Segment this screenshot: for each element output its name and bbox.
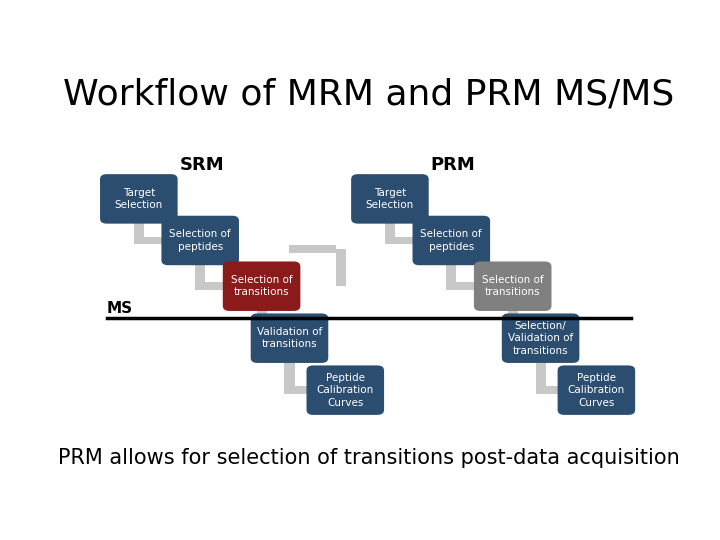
Polygon shape: [230, 279, 243, 294]
FancyBboxPatch shape: [307, 366, 384, 415]
Bar: [134, 237, 168, 244]
Text: Validation of
transitions: Validation of transitions: [257, 327, 322, 349]
FancyBboxPatch shape: [161, 216, 239, 265]
Text: Target
Selection: Target Selection: [366, 188, 414, 210]
Text: Selection of
transitions: Selection of transitions: [231, 275, 292, 298]
Polygon shape: [508, 331, 523, 346]
Polygon shape: [313, 383, 327, 397]
Bar: [536, 358, 546, 390]
Polygon shape: [279, 279, 294, 294]
FancyBboxPatch shape: [413, 216, 490, 265]
Text: Peptide
Calibration
Curves: Peptide Calibration Curves: [317, 373, 374, 408]
Text: PRM allows for selection of transitions post-data acquisition: PRM allows for selection of transitions …: [58, 448, 680, 468]
Polygon shape: [419, 233, 433, 248]
FancyBboxPatch shape: [474, 261, 552, 311]
FancyBboxPatch shape: [502, 313, 580, 363]
Text: Workflow of MRM and PRM MS/MS: Workflow of MRM and PRM MS/MS: [63, 77, 675, 111]
Bar: [284, 387, 313, 394]
Bar: [385, 219, 395, 240]
Text: Target
Selection: Target Selection: [114, 188, 163, 210]
Text: MS: MS: [107, 301, 133, 316]
Text: SRM: SRM: [179, 156, 224, 173]
FancyBboxPatch shape: [100, 174, 178, 224]
Polygon shape: [481, 279, 495, 294]
Polygon shape: [258, 331, 271, 346]
FancyBboxPatch shape: [557, 366, 635, 415]
Bar: [446, 282, 481, 290]
Bar: [256, 306, 266, 338]
Text: Selection of
peptides: Selection of peptides: [169, 230, 231, 252]
Bar: [508, 306, 518, 338]
Bar: [336, 249, 346, 286]
Bar: [536, 387, 564, 394]
Text: PRM: PRM: [431, 156, 475, 173]
Bar: [256, 334, 258, 342]
Bar: [446, 260, 456, 286]
Text: Selection of
peptides: Selection of peptides: [420, 230, 482, 252]
Text: Peptide
Calibration
Curves: Peptide Calibration Curves: [568, 373, 625, 408]
Polygon shape: [168, 233, 182, 248]
FancyBboxPatch shape: [251, 313, 328, 363]
FancyBboxPatch shape: [222, 261, 300, 311]
Bar: [284, 358, 294, 390]
Polygon shape: [564, 383, 578, 397]
Bar: [134, 219, 144, 240]
Text: Selection/
Validation of
transitions: Selection/ Validation of transitions: [508, 321, 573, 355]
FancyBboxPatch shape: [351, 174, 428, 224]
Bar: [385, 237, 419, 244]
Bar: [195, 282, 230, 290]
Text: Selection of
transitions: Selection of transitions: [482, 275, 544, 298]
Bar: [289, 245, 336, 253]
Bar: [195, 260, 205, 286]
